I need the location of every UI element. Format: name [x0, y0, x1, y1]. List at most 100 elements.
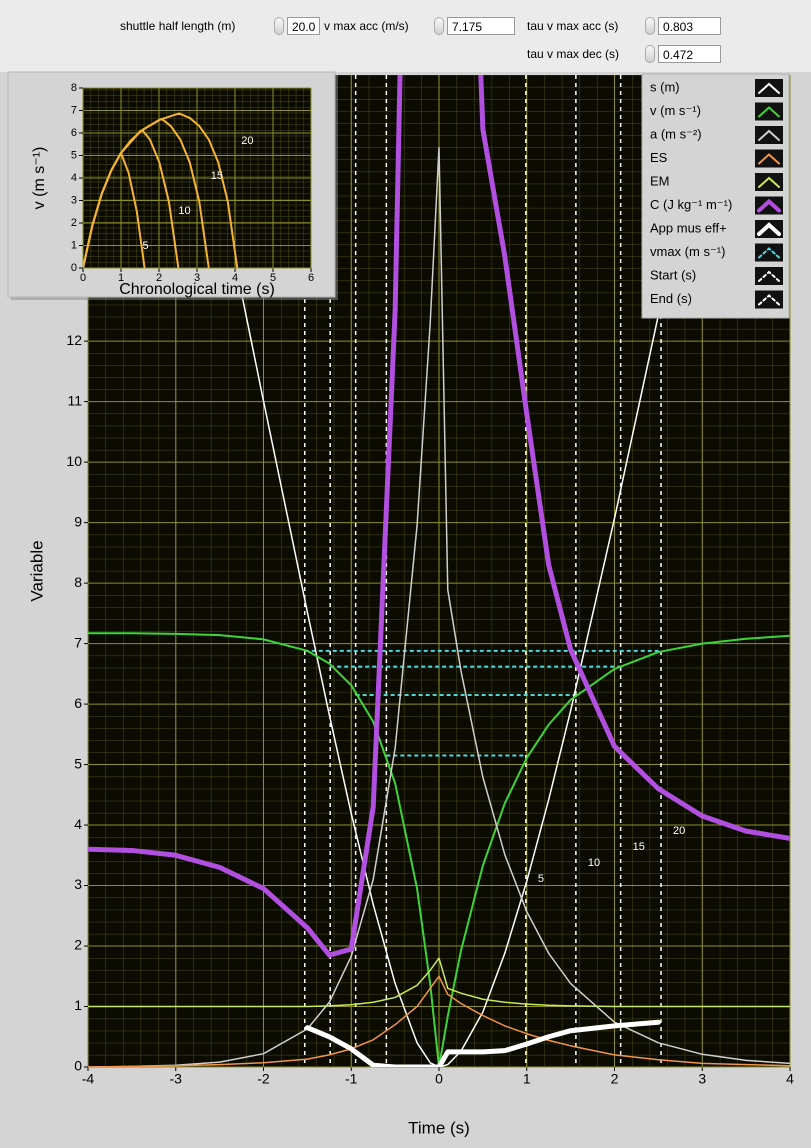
shuttle-label: 15: [633, 841, 645, 853]
legend-swatch-line: [757, 222, 781, 236]
legend-swatch-line: [757, 198, 781, 213]
x-tick-label: 1: [118, 272, 124, 284]
y-tick-label: 4: [71, 172, 77, 184]
shuttle-label: 5: [538, 873, 544, 885]
y-tick-label: 3: [71, 194, 77, 206]
legend-swatch-line: [758, 270, 780, 282]
x-tick-label: -3: [170, 1071, 183, 1087]
x-tick-label: 4: [786, 1071, 794, 1087]
y-tick-label: 6: [71, 127, 77, 139]
legend-swatch-line: [758, 129, 780, 141]
x-tick-label: 0: [435, 1071, 443, 1087]
inset-chart: 0 1 2 3 4 5 6 0 1 2 3 4 5 6 7 8 Chronological time (s) v …: [7, 71, 338, 300]
legend-swatch: [755, 126, 783, 144]
control-label: tau v max dec (s): [527, 47, 620, 61]
curve-label: 20: [241, 135, 253, 147]
legend-label: End (s): [650, 291, 692, 306]
y-tick-label: 10: [66, 453, 82, 469]
series-line: [83, 112, 239, 268]
legend-label: EM: [650, 173, 670, 188]
spinner[interactable]: [434, 17, 444, 35]
legend-label: s (m): [650, 79, 680, 94]
spinner[interactable]: [645, 17, 655, 35]
x-tick-label: -4: [82, 1071, 95, 1087]
x-tick-label: 2: [156, 272, 162, 284]
legend-label: App mus eff+: [650, 220, 727, 235]
x-tick-label: -1: [345, 1071, 358, 1087]
legend: s (m) v (m s⁻¹) a (m s⁻²) ES EM C (J kg⁻¹ m⁻¹…: [641, 73, 790, 319]
legend-swatch: [755, 79, 783, 97]
series-line: [88, 975, 790, 1067]
y-tick-label: 2: [71, 217, 77, 229]
y-axis-label: Variable: [27, 540, 46, 601]
y-tick-label: 1: [74, 997, 82, 1013]
spinner[interactable]: [274, 17, 284, 35]
y-tick-label: 6: [74, 695, 82, 711]
shuttle-label: 10: [588, 857, 600, 869]
legend-label: C (J kg⁻¹ m⁻¹): [650, 197, 732, 212]
curve-label: 15: [211, 170, 223, 182]
control-label: tau v max acc (s): [527, 19, 619, 33]
shuttle-label: 20: [673, 825, 685, 837]
x-tick-label: 3: [194, 272, 200, 284]
numeric-input[interactable]: 0.803: [658, 17, 721, 35]
numeric-input[interactable]: 20.0: [287, 17, 320, 35]
series-line: [88, 957, 790, 1008]
x-tick-label: 1: [523, 1071, 531, 1087]
legend-swatch: [755, 267, 783, 285]
x-tick-label: 3: [698, 1071, 706, 1087]
y-tick-label: 12: [66, 332, 82, 348]
x-axis-label: Chronological time (s): [119, 281, 275, 298]
y-tick-label: 7: [74, 634, 82, 650]
legend-swatch: [755, 149, 783, 168]
y-tick-label: 7: [71, 104, 77, 116]
legend-swatch-line: [758, 176, 780, 188]
legend-label: Start (s): [650, 267, 696, 282]
y-tick-label: 9: [74, 513, 82, 529]
numeric-input[interactable]: 7.175: [447, 17, 515, 35]
legend-swatch-line: [758, 153, 780, 165]
y-tick-label: 0: [74, 1058, 82, 1074]
curve-label: 5: [143, 240, 149, 252]
y-axis-label: v (m s⁻¹): [31, 147, 48, 210]
y-tick-label: 1: [71, 239, 77, 251]
legend-swatch: [755, 173, 783, 191]
numeric-input[interactable]: 0.472: [658, 45, 721, 63]
x-tick-label: 4: [232, 272, 238, 284]
x-tick-label: 0: [80, 272, 86, 284]
legend-swatch-line: [758, 247, 780, 259]
legend-swatch: [755, 102, 783, 121]
legend-label: v (m s⁻¹): [650, 103, 701, 118]
y-tick-label: 11: [67, 392, 82, 408]
legend-label: a (m s⁻²): [650, 126, 702, 141]
legend-label: vmax (m s⁻¹): [650, 244, 725, 259]
legend-swatch: [755, 243, 783, 262]
series-line: [196, 75, 710, 1067]
x-tick-label: 6: [308, 272, 314, 284]
y-tick-label: 8: [74, 574, 82, 590]
x-tick-label: 5: [270, 272, 276, 284]
spinner[interactable]: [645, 45, 655, 63]
series-line: [88, 146, 790, 1067]
legend-swatch-line: [758, 294, 780, 306]
y-tick-label: 2: [74, 937, 82, 953]
x-tick-label: -2: [257, 1071, 270, 1087]
x-tick-label: 2: [611, 1071, 619, 1087]
series-line: [88, 632, 790, 1067]
legend-swatch-line: [758, 82, 780, 94]
y-tick-label: 4: [74, 816, 82, 832]
control-label: shuttle half length (m): [120, 19, 236, 33]
x-axis-label: Time (s): [408, 1118, 470, 1137]
y-tick-label: 8: [71, 82, 77, 94]
series-line: [88, 75, 790, 958]
legend-swatch-line: [758, 106, 780, 118]
legend-swatch: [755, 290, 783, 309]
y-tick-label: 5: [74, 755, 82, 771]
y-tick-label: 3: [74, 876, 82, 892]
y-tick-label: 0: [71, 262, 77, 274]
plot-layer: [83, 112, 239, 268]
curve-label: 10: [178, 205, 190, 217]
